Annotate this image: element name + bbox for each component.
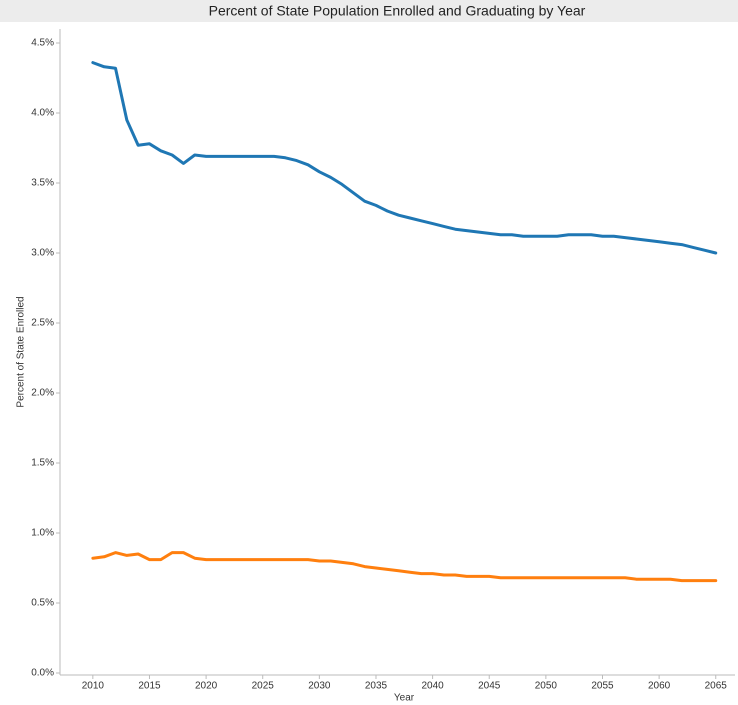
y-tick-label: 2.5% [31,318,54,329]
x-tick-label: 2020 [195,681,218,692]
x-tick-label: 2010 [82,681,105,692]
title-bar [0,0,738,22]
y-tick-label: 0.5% [31,598,54,609]
x-tick-label: 2050 [535,681,558,692]
y-tick-label: 4.0% [31,108,54,119]
x-tick-label: 2045 [478,681,501,692]
y-tick-label: 3.0% [31,248,54,259]
series-line [91,61,718,255]
x-tick-label: 2015 [138,681,161,692]
x-tick-label: 2035 [365,681,388,692]
y-tick-label: 1.0% [31,528,54,539]
x-tick-label: 2065 [705,681,728,692]
x-tick-label: 2060 [648,681,671,692]
x-tick-label: 2040 [421,681,444,692]
y-tick-label: 0.0% [31,668,54,679]
y-tick-label: 1.5% [31,458,54,469]
x-tick-label: 2030 [308,681,331,692]
chart-title: Percent of State Population Enrolled and… [209,3,586,19]
x-axis-title: Year [394,693,415,704]
series-line [91,551,718,583]
y-tick-label: 4.5% [31,38,54,49]
y-axis-title: Percent of State Enrolled [16,296,27,407]
y-tick-label: 2.0% [31,388,54,399]
y-tick-label: 3.5% [31,178,54,189]
x-tick-label: 2025 [252,681,275,692]
x-tick-label: 2055 [591,681,614,692]
